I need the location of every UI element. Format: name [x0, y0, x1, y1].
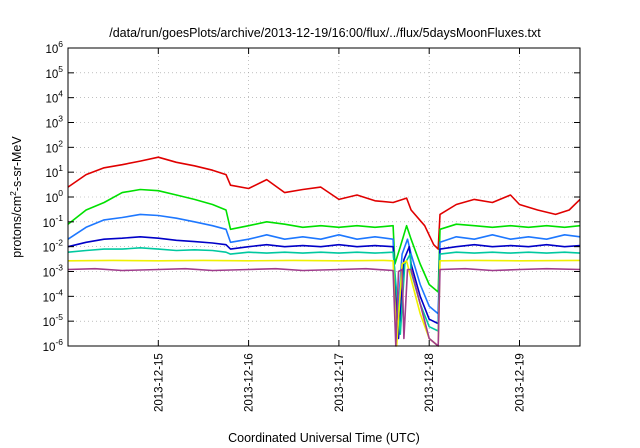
series-line-2: [67, 188, 581, 293]
y-tick-label: 105: [45, 64, 63, 81]
x-tick-label: 2013-12-18: [424, 353, 436, 412]
series-line-4: [67, 236, 581, 340]
y-tick-label: 102: [45, 138, 63, 155]
series-line-1: [67, 156, 581, 250]
y-tick-label: 10-4: [43, 287, 64, 304]
series-line-7: [67, 267, 581, 347]
x-tick-label: 2013-12-16: [244, 353, 256, 412]
x-axis-label: Coordinated Universal Time (UTC): [228, 431, 420, 445]
chart-title: /data/run/goesPlots/archive/2013-12-19/1…: [109, 26, 541, 40]
series-line-5: [67, 247, 581, 336]
series-lines: [67, 156, 581, 347]
y-axis-label-superscript: 2: [8, 191, 18, 196]
grid: [68, 48, 580, 346]
y-tick-label: 104: [45, 89, 63, 106]
y-tick-label: 103: [45, 114, 63, 131]
y-tick-label: 100: [45, 188, 63, 205]
y-tick-label: 10-2: [43, 238, 64, 255]
y-axis-label-tail: -s-sr-MeV: [10, 136, 24, 192]
y-tick-label: 10-6: [43, 337, 64, 354]
series-line-6: [67, 259, 581, 347]
y-tick-label: 10-3: [43, 263, 64, 280]
y-tick-label: 101: [45, 163, 63, 180]
y-tick-label: 10-1: [43, 213, 64, 230]
y-axis-label-main: protons/cm: [10, 196, 24, 258]
x-tick-label: 2013-12-15: [153, 353, 165, 412]
x-tick-label: 2013-12-17: [334, 353, 346, 412]
y-tick-label: 10-5: [43, 312, 64, 329]
y-axis: 10-6 10-5 10-4 10-3 10-2 10-1 100 101 102 103 104 1…: [43, 39, 580, 354]
y-tick-label: 106: [45, 39, 63, 56]
series-line-3: [67, 213, 581, 330]
x-axis: 2013-12-15 2013-12-16 2013-12-17 2013-12-18…: [153, 48, 526, 412]
y-axis-label: protons/cm2-s-sr-MeV: [8, 136, 24, 258]
x-tick-label: 2013-12-19: [514, 353, 526, 412]
